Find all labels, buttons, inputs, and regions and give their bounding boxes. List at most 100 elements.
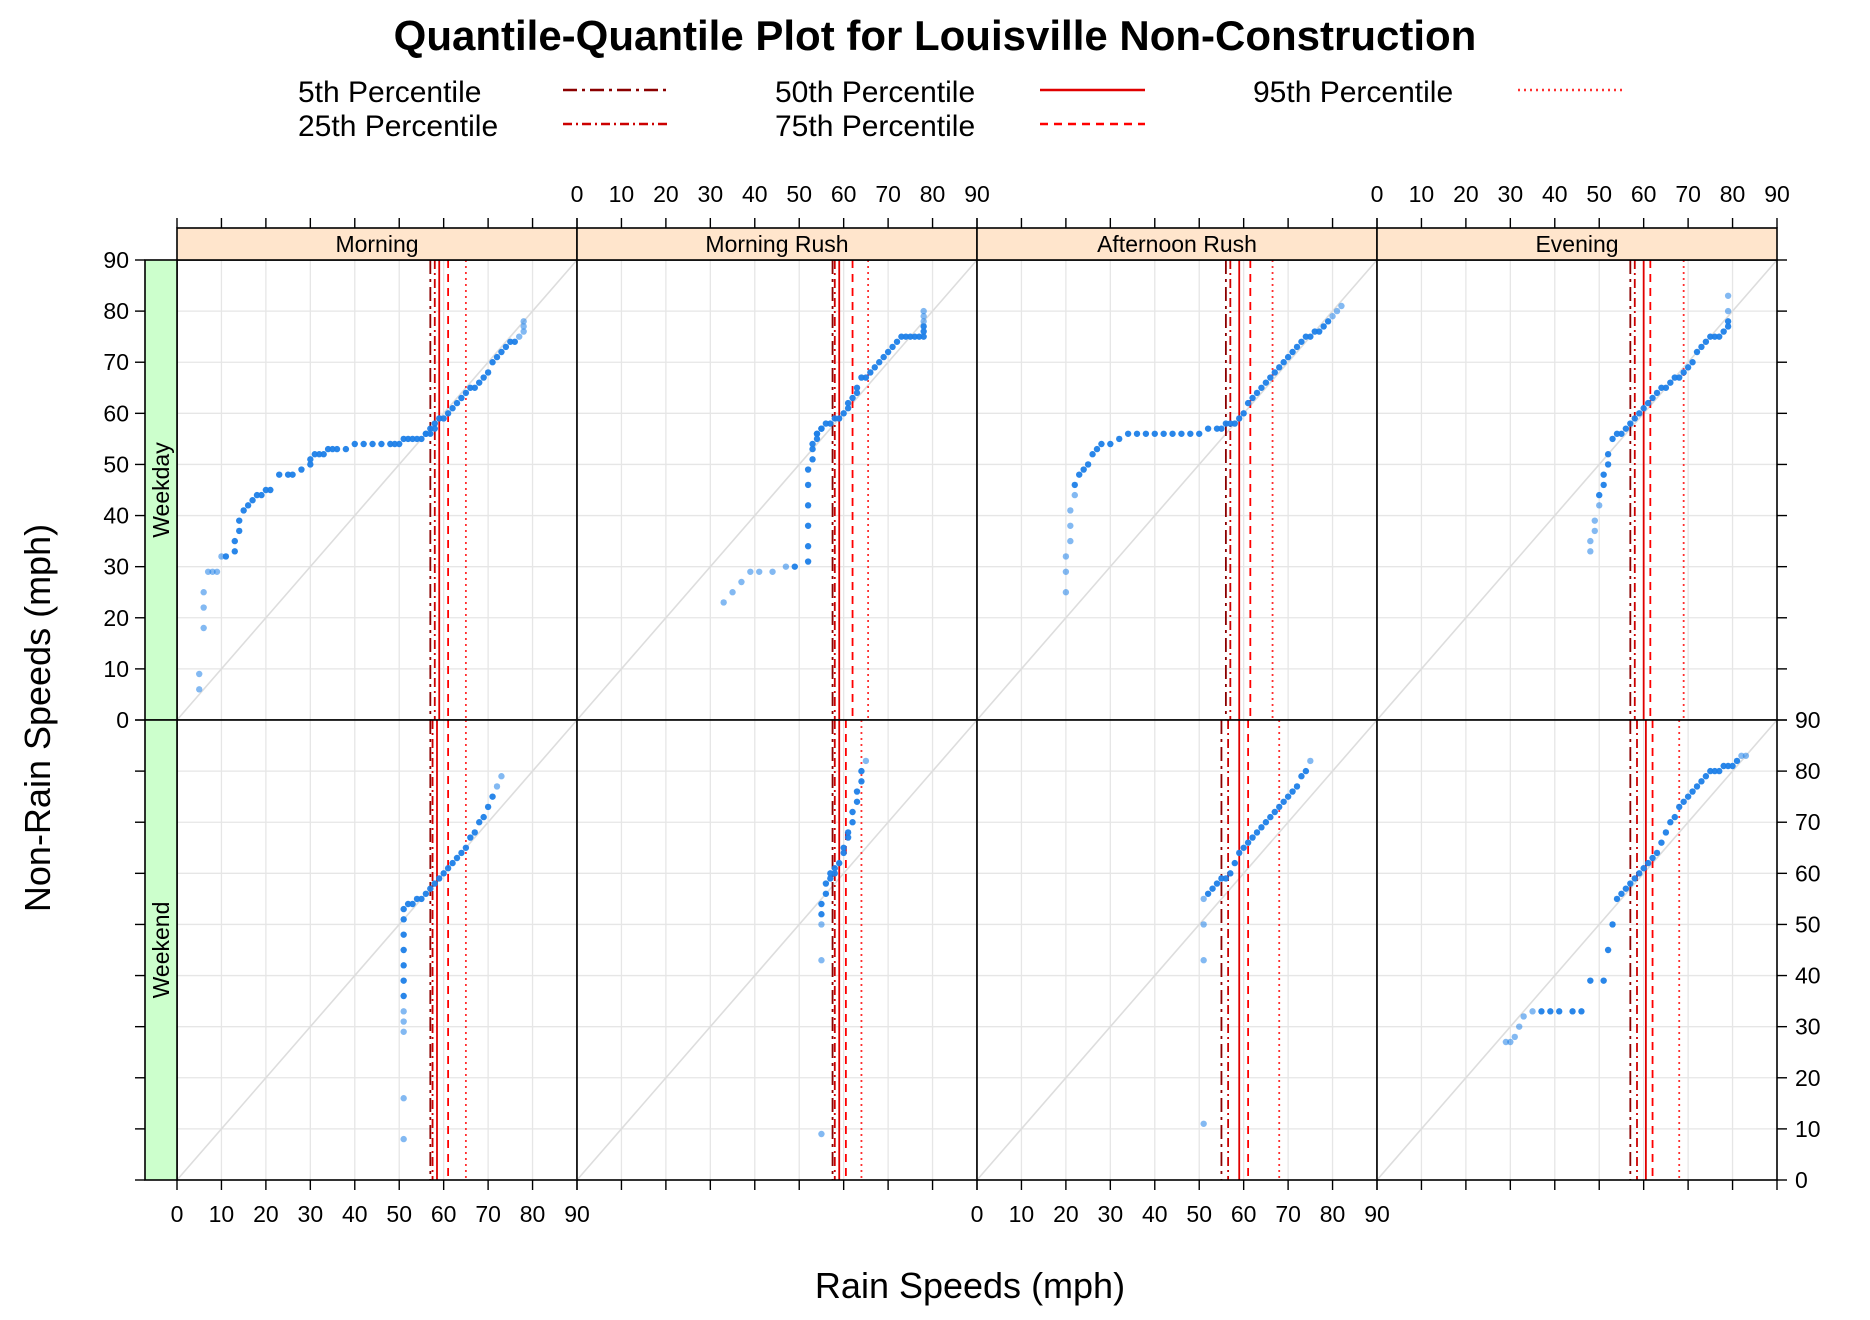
data-point [907, 333, 914, 340]
strip-column [576, 227, 978, 261]
data-point [831, 415, 838, 422]
y-tick-label-left: 0 [116, 707, 129, 733]
data-point [1089, 451, 1096, 458]
data-point [476, 819, 483, 826]
data-point [889, 343, 896, 351]
data-point [916, 333, 923, 340]
strip-column [976, 227, 1378, 261]
data-point [1680, 798, 1687, 805]
data-point [1600, 471, 1607, 478]
x-tick-label-bottom: 70 [475, 1201, 501, 1227]
data-point [1067, 507, 1074, 514]
data-point [1578, 1008, 1585, 1015]
data-point [489, 359, 496, 366]
data-point [400, 946, 407, 954]
data-point [1618, 890, 1625, 897]
strip-label-column: Afternoon Rush [1097, 231, 1257, 257]
data-point [307, 456, 314, 463]
data-point [920, 318, 927, 325]
y-tick-label-right: 50 [1795, 911, 1821, 937]
data-point [1307, 757, 1314, 765]
data-point [480, 374, 487, 381]
data-point [1200, 957, 1207, 964]
x-tick-label-top: 0 [571, 181, 584, 207]
data-point [822, 420, 830, 427]
x-tick-label-top: 50 [1586, 181, 1612, 207]
y-tick-label-left: 70 [103, 349, 129, 375]
x-tick-label-top: 80 [920, 181, 946, 207]
data-point [1693, 348, 1701, 356]
data-point [404, 435, 412, 443]
data-point [467, 834, 474, 841]
data-point [231, 537, 238, 545]
x-tick-label-bottom: 50 [1186, 1201, 1212, 1227]
data-point [1280, 359, 1287, 366]
data-point [1707, 333, 1714, 340]
data-point [1298, 338, 1305, 345]
data-point [844, 829, 852, 836]
y-tick-label-right: 20 [1795, 1065, 1821, 1091]
data-point [1671, 374, 1678, 381]
data-point [831, 865, 838, 872]
data-point [1218, 425, 1225, 432]
data-point [493, 353, 501, 361]
data-point [1738, 752, 1745, 759]
data-point [400, 905, 407, 913]
data-point [307, 461, 314, 468]
data-point [1116, 435, 1123, 443]
data-point [249, 497, 256, 504]
data-point [809, 456, 816, 463]
data-point [378, 440, 385, 448]
data-point [333, 445, 341, 453]
data-point [520, 318, 527, 325]
x-tick-label-bottom: 10 [209, 1201, 235, 1227]
data-point [804, 543, 812, 550]
data-point [844, 405, 852, 412]
data-point [1729, 762, 1736, 770]
data-point [1284, 353, 1292, 361]
data-point [849, 808, 856, 816]
data-point [1302, 333, 1310, 340]
data-point [1596, 491, 1603, 499]
data-point [1644, 859, 1652, 867]
data-point [818, 921, 825, 928]
data-point [836, 415, 843, 422]
data-point [1600, 481, 1607, 489]
data-point [236, 517, 243, 524]
data-point [324, 445, 332, 453]
data-point [1622, 885, 1630, 892]
data-point [1702, 338, 1710, 345]
data-point [1724, 318, 1732, 325]
data-point [1240, 410, 1247, 417]
x-tick-label-top: 20 [1453, 181, 1479, 207]
data-point [1213, 425, 1221, 432]
data-point [1227, 420, 1234, 427]
y-tick-label-right: 10 [1795, 1116, 1821, 1142]
legend-item: 25th Percentile [298, 110, 668, 143]
y-tick-label-right: 0 [1795, 1167, 1808, 1193]
data-point [1187, 430, 1194, 437]
data-point [809, 440, 816, 448]
y-tick-label-left: 60 [103, 400, 129, 426]
data-point [1133, 430, 1141, 437]
data-point [444, 865, 452, 872]
data-point [400, 916, 407, 923]
data-point [1529, 1008, 1536, 1015]
data-point [836, 859, 843, 867]
data-point [1689, 359, 1696, 366]
axis-ticks: 0 10 20 30 40 50 60 70 80 900 10 20 30 40 50 60 70 80 900 1… [103, 181, 1820, 1227]
data-point [1107, 440, 1114, 448]
y-tick-label-left: 90 [103, 247, 129, 273]
data-point [1507, 1038, 1514, 1046]
data-point [1244, 399, 1252, 407]
data-point [351, 440, 358, 448]
data-point [1724, 292, 1732, 299]
x-tick-label-bottom: 30 [1098, 1201, 1124, 1227]
data-point [840, 410, 847, 417]
y-tick-label-right: 80 [1795, 758, 1821, 784]
data-point [871, 364, 878, 371]
data-point [1631, 415, 1638, 422]
legend-label: 95th Percentile [1253, 76, 1453, 109]
data-point [840, 849, 847, 857]
x-tick-label-bottom: 30 [298, 1201, 324, 1227]
